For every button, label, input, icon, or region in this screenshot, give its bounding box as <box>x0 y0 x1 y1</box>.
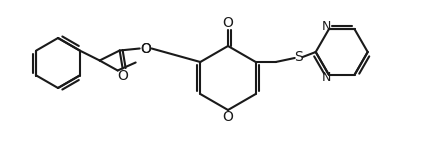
Text: S: S <box>294 50 303 64</box>
Text: N: N <box>322 71 331 84</box>
Text: O: O <box>223 110 233 124</box>
Text: O: O <box>140 41 151 55</box>
Text: N: N <box>322 20 331 33</box>
Text: O: O <box>140 41 151 55</box>
Text: O: O <box>117 69 128 83</box>
Text: O: O <box>223 16 233 30</box>
